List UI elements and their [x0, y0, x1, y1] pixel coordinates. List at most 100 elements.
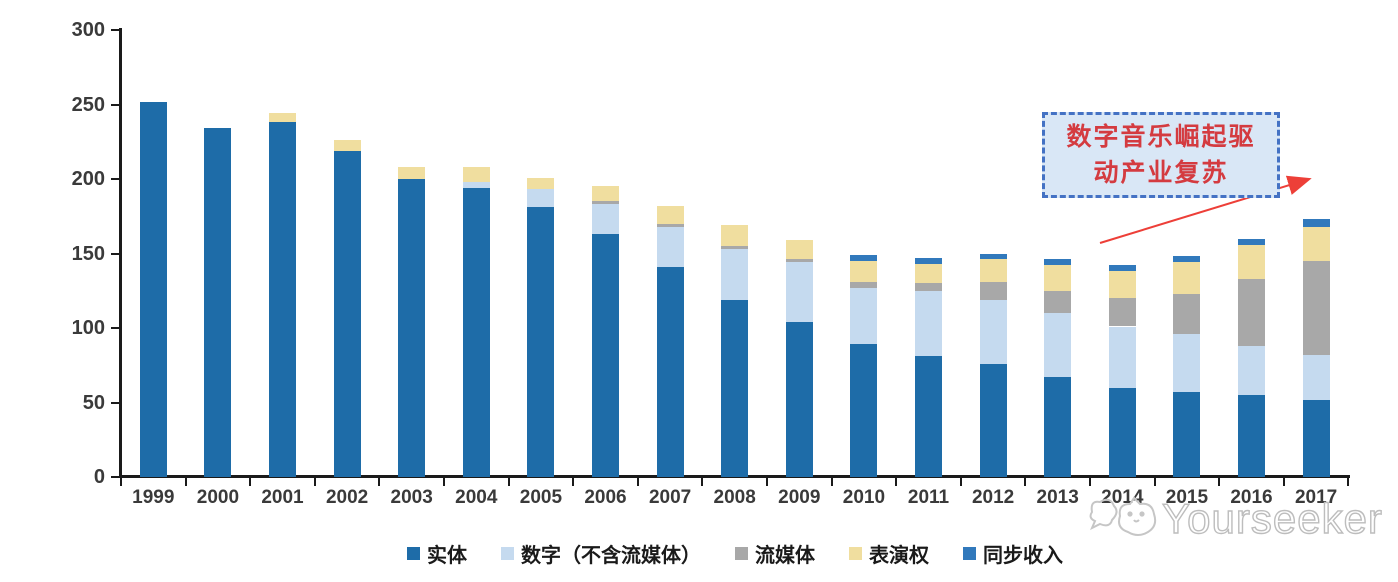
bar-segment: [527, 207, 555, 477]
x-tick-mark: [766, 478, 768, 486]
bar-segment: [850, 281, 878, 288]
x-tick-mark: [572, 478, 575, 486]
y-tick-label: 300: [71, 19, 105, 41]
bar-segment: [1238, 395, 1265, 477]
bar-segment: [527, 177, 555, 190]
bar-segment: [850, 344, 878, 477]
bar-segment: [333, 140, 361, 151]
y-tick-label: 150: [71, 242, 105, 265]
y-tick-label: 200: [71, 168, 105, 190]
bar-segment: [592, 204, 619, 235]
bar-segment: [915, 263, 942, 284]
bar-segment: [785, 259, 813, 263]
bar-segment: [1302, 226, 1330, 261]
annotation-text-line2: 动产业复苏: [1093, 158, 1229, 187]
y-tick-mark: [111, 476, 120, 478]
bar-segment: [527, 189, 555, 208]
bar-segment: [592, 234, 619, 477]
bar-segment: [915, 356, 942, 477]
x-tick-mark: [443, 478, 445, 486]
bar-segment: [785, 240, 813, 260]
x-tick-label: 2013: [1036, 487, 1079, 508]
legend-label: 表演权: [869, 542, 929, 567]
x-tick-label: 2010: [842, 487, 886, 508]
bar-segment: [1238, 244, 1265, 279]
y-tick-mark: [111, 178, 120, 180]
legend-swatch-icon: [735, 546, 748, 560]
bar-segment: [592, 186, 619, 202]
bar-segment: [269, 122, 296, 477]
x-tick-label: 2016: [1230, 487, 1273, 508]
x-tick-mark: [507, 478, 510, 486]
bar-segment: [269, 113, 296, 123]
bar-segment: [1173, 293, 1201, 334]
y-tick-label: 50: [82, 391, 105, 414]
y-tick-mark: [111, 252, 120, 255]
x-tick-mark: [120, 478, 122, 486]
y-tick-mark: [111, 327, 120, 329]
bar-segment: [1108, 298, 1136, 327]
x-tick-mark: [701, 478, 704, 486]
watermark-logo-icon: [1089, 496, 1157, 536]
bar-segment: [1302, 219, 1330, 227]
bar-segment: [979, 281, 1007, 300]
x-tick-mark: [636, 478, 639, 486]
chart-legend: 实体 数字（不含流媒体） 流媒体 表演权 同步收入: [121, 536, 1349, 570]
x-tick-mark: [313, 478, 316, 486]
bar-segment: [850, 260, 878, 282]
annotation-text-line1: 数字音乐崛起驱: [1066, 122, 1256, 151]
y-tick-mark: [111, 29, 120, 31]
x-tick-label: 2015: [1165, 487, 1209, 508]
bar-segment: [1302, 399, 1330, 477]
bar-segment: [333, 150, 361, 477]
bar-segment: [1302, 354, 1330, 400]
bar-segment: [1173, 256, 1201, 263]
x-tick-mark: [1089, 478, 1091, 486]
legend-item: 实体: [407, 539, 467, 568]
y-axis-line: [119, 28, 122, 478]
x-tick-label: 2006: [584, 487, 627, 508]
bar-segment: [850, 254, 878, 261]
x-tick-mark: [1347, 478, 1350, 486]
bar-segment: [462, 187, 490, 477]
x-tick-label: 2009: [778, 487, 821, 508]
bar-segment: [1238, 238, 1265, 245]
x-tick-label: 2007: [648, 487, 692, 508]
bar-segment: [1044, 313, 1072, 378]
x-tick-label: 2017: [1294, 487, 1338, 508]
bar-segment: [915, 283, 942, 291]
x-tick-mark: [378, 478, 381, 486]
bar-segment: [398, 179, 426, 477]
legend-swatch-icon: [501, 546, 514, 560]
legend-label: 数字（不含流媒体）: [521, 542, 701, 567]
x-tick-mark: [959, 478, 962, 486]
bar-segment: [850, 287, 878, 345]
bar-segment: [721, 299, 749, 477]
bar-segment: [139, 101, 167, 477]
bar-segment: [1173, 392, 1201, 477]
bar-segment: [915, 257, 942, 264]
bar-segment: [656, 223, 684, 227]
legend-label: 实体: [427, 542, 467, 567]
legend-item: 数字（不含流媒体）: [501, 539, 701, 568]
bar-segment: [462, 167, 490, 182]
bar-segment: [979, 259, 1007, 282]
x-tick-mark: [1282, 478, 1285, 486]
x-tick-label: 2001: [261, 487, 304, 508]
bar-segment: [462, 181, 490, 188]
legend-label: 同步收入: [983, 542, 1063, 567]
bar-segment: [721, 225, 749, 247]
x-tick-label: 2002: [325, 487, 369, 508]
x-tick-label: 2008: [713, 487, 756, 508]
legend-swatch-icon: [849, 546, 862, 560]
bar-segment: [1044, 290, 1072, 314]
x-tick-mark: [830, 478, 833, 486]
bar-segment: [1238, 345, 1265, 396]
bar-segment: [979, 299, 1007, 364]
y-tick-label: 250: [71, 93, 105, 116]
bar-segment: [915, 290, 942, 357]
y-tick-label: 0: [93, 466, 105, 488]
x-tick-label: 1999: [132, 487, 175, 508]
x-tick-mark: [895, 478, 898, 486]
